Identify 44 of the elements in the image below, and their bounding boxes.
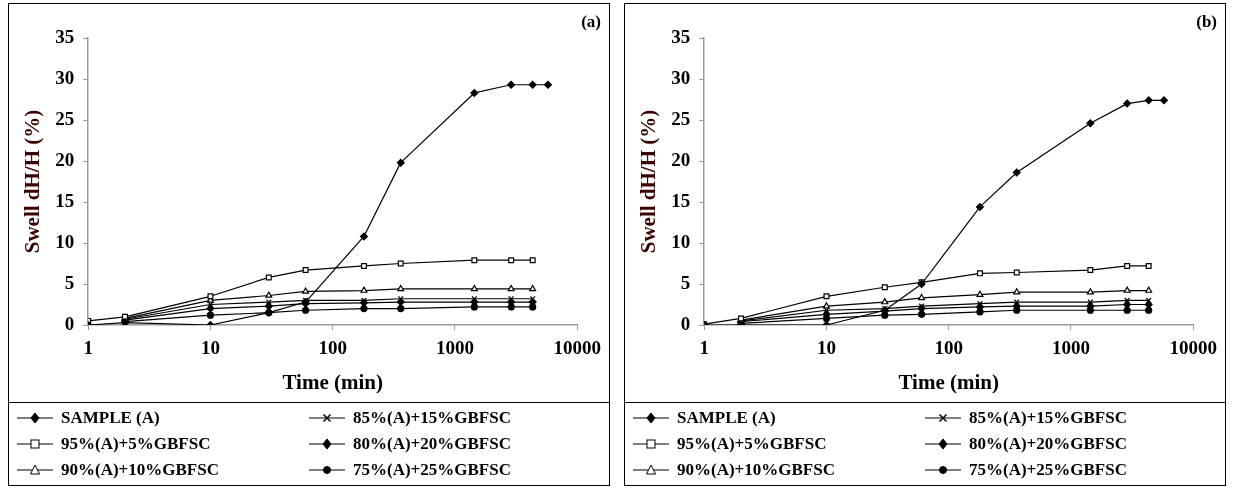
y-tick-label: 20 — [671, 148, 691, 170]
x-tick-label: 10000 — [553, 337, 601, 359]
x-axis-title: Time (min) — [898, 369, 999, 394]
legend-label: 85%(A)+15%GBFSC — [353, 408, 511, 428]
legend-label: 90%(A)+10%GBFSC — [677, 460, 835, 480]
y-tick-label: 10 — [55, 230, 75, 252]
x-tick-label: 10 — [816, 337, 836, 359]
y-tick-label: 15 — [671, 189, 691, 211]
y-tick-label: 35 — [671, 25, 691, 47]
text: (a) — [581, 11, 601, 31]
legend-label: 90%(A)+10%GBFSC — [61, 460, 219, 480]
y-tick-label: 25 — [671, 107, 691, 129]
legend-label: SAMPLE (A) — [61, 408, 160, 428]
x-axis-title: Time (min) — [282, 369, 383, 394]
y-tick-label: 30 — [671, 66, 691, 88]
legend-label: SAMPLE (A) — [677, 408, 776, 428]
x-tick-label: 1000 — [1051, 337, 1090, 359]
y-axis-title: Swell dH/H (%) — [636, 109, 661, 254]
x-tick-label: 10 — [200, 337, 220, 359]
y-tick-label: 0 — [680, 312, 691, 334]
x-tick-label: 10000 — [1169, 337, 1217, 359]
x-tick-label: 100 — [318, 337, 347, 359]
legend-label: 95%(A)+5%GBFSC — [61, 434, 211, 454]
y-tick-label: 5 — [680, 271, 691, 293]
legend-label: 75%(A)+25%GBFSC — [353, 460, 511, 480]
x-tick-label: 1 — [83, 337, 93, 359]
y-tick-label: 15 — [55, 189, 75, 211]
legend-label: 80%(A)+20%GBFSC — [353, 434, 511, 454]
text: (b) — [1196, 11, 1217, 31]
y-tick-label: 35 — [55, 25, 75, 47]
x-tick-label: 100 — [934, 337, 963, 359]
y-tick-label: 30 — [55, 66, 75, 88]
y-tick-label: 0 — [64, 312, 75, 334]
legend-label: 85%(A)+15%GBFSC — [969, 408, 1127, 428]
y-axis-title: Swell dH/H (%) — [20, 109, 45, 254]
y-tick-label: 25 — [55, 107, 75, 129]
x-tick-label: 1000 — [435, 337, 474, 359]
legend-label: 75%(A)+25%GBFSC — [969, 460, 1127, 480]
y-tick-label: 10 — [671, 230, 691, 252]
x-tick-label: 1 — [699, 337, 709, 359]
legend-label: 95%(A)+5%GBFSC — [677, 434, 827, 454]
y-tick-label: 5 — [64, 271, 75, 293]
y-tick-label: 20 — [55, 148, 75, 170]
legend-label: 80%(A)+20%GBFSC — [969, 434, 1127, 454]
